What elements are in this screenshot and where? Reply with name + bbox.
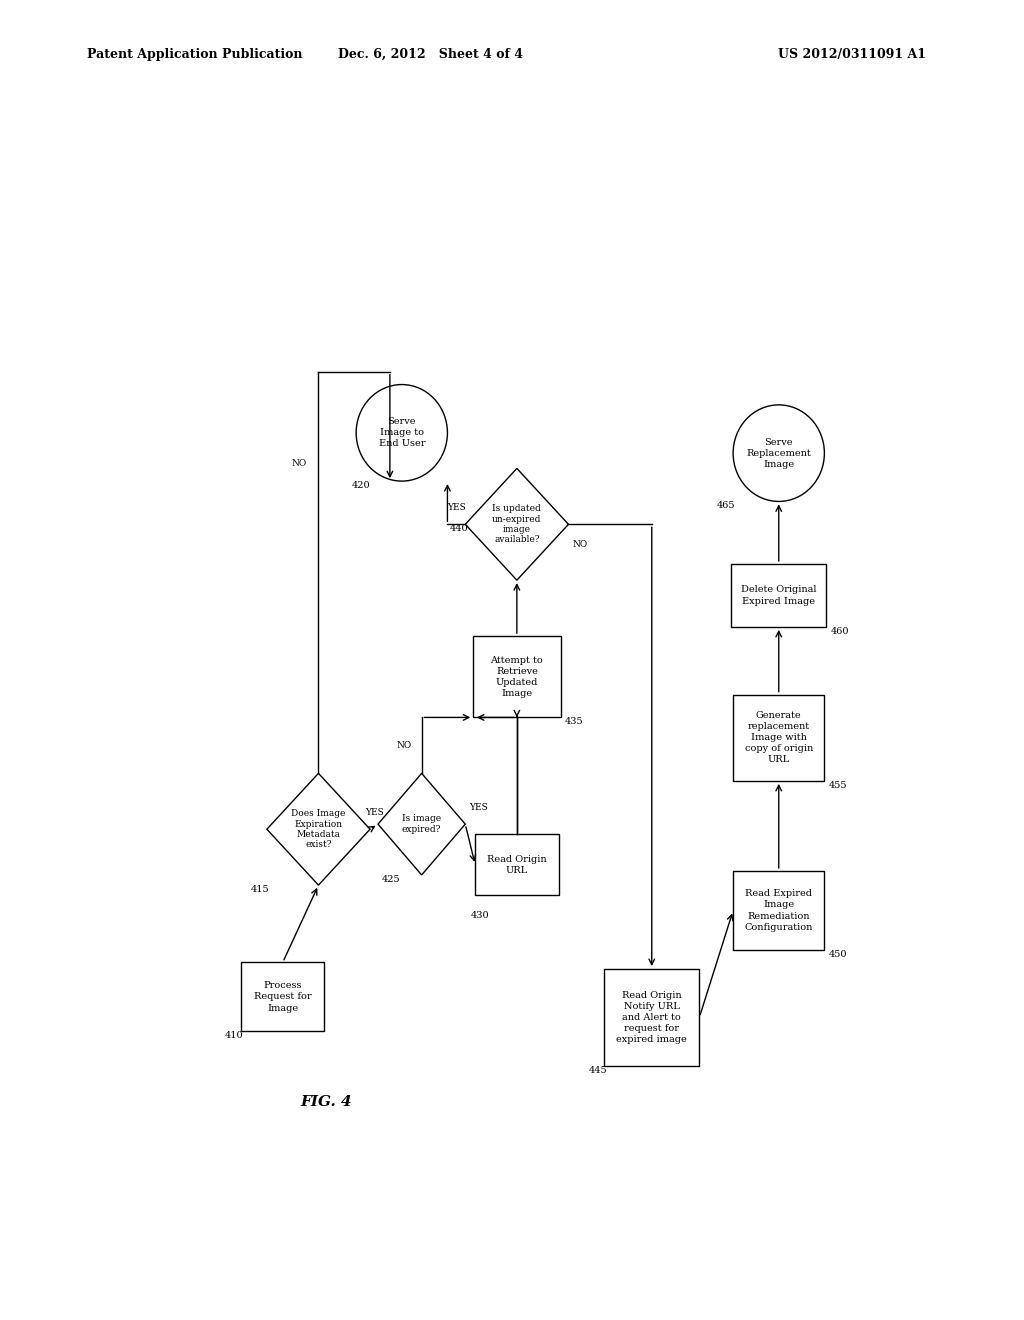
Text: 410: 410 <box>225 1031 244 1040</box>
Text: Process
Request for
Image: Process Request for Image <box>254 981 311 1012</box>
FancyBboxPatch shape <box>473 636 560 718</box>
Polygon shape <box>267 774 370 886</box>
Text: NO: NO <box>291 459 306 467</box>
Text: Read Expired
Image
Remediation
Configuration: Read Expired Image Remediation Configura… <box>744 890 813 932</box>
Text: 465: 465 <box>717 502 736 511</box>
FancyBboxPatch shape <box>733 694 824 781</box>
Text: NO: NO <box>397 741 412 750</box>
Text: 415: 415 <box>251 886 269 894</box>
Polygon shape <box>378 774 465 875</box>
Ellipse shape <box>733 405 824 502</box>
Text: Is updated
un-expired
image
available?: Is updated un-expired image available? <box>493 504 542 544</box>
Text: 425: 425 <box>382 875 400 884</box>
FancyBboxPatch shape <box>733 871 824 950</box>
Text: Dec. 6, 2012   Sheet 4 of 4: Dec. 6, 2012 Sheet 4 of 4 <box>338 48 522 61</box>
Text: 420: 420 <box>352 480 371 490</box>
Text: US 2012/0311091 A1: US 2012/0311091 A1 <box>778 48 927 61</box>
Text: Patent Application Publication: Patent Application Publication <box>87 48 302 61</box>
FancyBboxPatch shape <box>475 834 558 895</box>
Text: Does Image
Expiration
Metadata
exist?: Does Image Expiration Metadata exist? <box>291 809 346 849</box>
Text: YES: YES <box>447 503 466 512</box>
Text: NO: NO <box>572 540 588 549</box>
Text: 445: 445 <box>588 1065 607 1074</box>
FancyBboxPatch shape <box>241 962 325 1031</box>
Ellipse shape <box>356 384 447 480</box>
Text: Is image
expired?: Is image expired? <box>402 814 441 834</box>
Text: 460: 460 <box>830 627 849 636</box>
Text: YES: YES <box>365 808 383 817</box>
Text: 455: 455 <box>828 781 847 789</box>
Text: Generate
replacement
Image with
copy of origin
URL: Generate replacement Image with copy of … <box>744 711 813 764</box>
Text: Delete Original
Expired Image: Delete Original Expired Image <box>741 585 816 606</box>
FancyBboxPatch shape <box>731 564 826 627</box>
Text: YES: YES <box>469 803 488 812</box>
Polygon shape <box>465 469 568 581</box>
Text: FIG. 4: FIG. 4 <box>301 1094 352 1109</box>
Text: Read Origin
URL: Read Origin URL <box>487 855 547 875</box>
Text: 430: 430 <box>471 911 489 920</box>
Text: Serve
Replacement
Image: Serve Replacement Image <box>746 437 811 469</box>
Text: Read Origin
Notify URL
and Alert to
request for
expired image: Read Origin Notify URL and Alert to requ… <box>616 990 687 1044</box>
Text: Attempt to
Retrieve
Updated
Image: Attempt to Retrieve Updated Image <box>490 656 544 698</box>
FancyBboxPatch shape <box>604 969 699 1065</box>
Text: 435: 435 <box>564 718 583 726</box>
Text: Serve
Image to
End User: Serve Image to End User <box>379 417 425 449</box>
Text: 450: 450 <box>828 950 847 960</box>
Text: 440: 440 <box>450 524 468 533</box>
